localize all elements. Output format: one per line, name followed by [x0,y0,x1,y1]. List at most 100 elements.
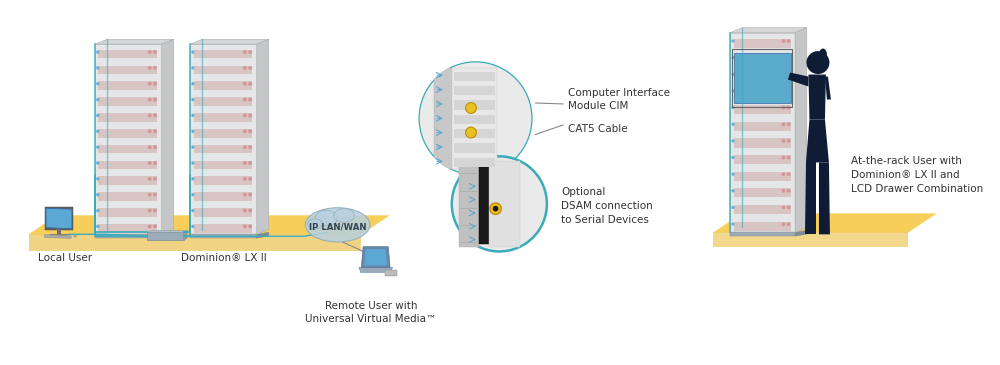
Bar [734,105,791,114]
Bar [734,39,791,48]
Circle shape [243,161,247,165]
Bar [98,81,157,90]
Circle shape [731,189,735,192]
Circle shape [191,114,195,117]
Circle shape [731,39,735,43]
Polygon shape [29,215,390,234]
Text: IP LAN/WAN: IP LAN/WAN [309,222,366,231]
Circle shape [466,127,476,138]
Circle shape [153,50,157,54]
Polygon shape [808,74,826,119]
Bar [98,192,157,201]
Circle shape [806,51,829,74]
Polygon shape [257,39,269,234]
Circle shape [153,193,157,197]
Circle shape [243,82,247,86]
Circle shape [148,129,152,133]
Bar [98,129,157,138]
Polygon shape [46,208,72,228]
Circle shape [787,105,791,110]
Bar [732,49,792,107]
Circle shape [148,82,152,86]
Bar [734,188,791,197]
Bar [459,161,479,247]
Bar [98,50,157,58]
Circle shape [153,224,157,228]
Polygon shape [184,231,187,240]
Circle shape [248,129,252,133]
Circle shape [248,224,252,228]
Circle shape [243,224,247,228]
Bar [95,44,162,234]
Polygon shape [29,234,361,251]
Circle shape [148,50,152,54]
Bar [98,161,157,169]
Bar [98,65,157,74]
Circle shape [243,208,247,212]
Bar [194,65,252,74]
Circle shape [782,205,785,210]
Bar [98,224,157,233]
Circle shape [96,209,99,212]
Circle shape [782,122,785,126]
Circle shape [248,114,252,118]
Polygon shape [788,73,808,87]
Polygon shape [49,234,69,235]
Circle shape [490,203,501,214]
Circle shape [153,114,157,118]
Circle shape [191,193,195,196]
Text: Optional
DSAM connection
to Serial Devices: Optional DSAM connection to Serial Devic… [561,187,653,225]
Polygon shape [806,119,829,162]
Circle shape [787,172,791,176]
Circle shape [191,98,195,101]
Text: Remote User with
Universal Virtual Media™: Remote User with Universal Virtual Media… [305,301,437,324]
Text: Module CIM: Module CIM [568,101,628,111]
Text: Dominion® LX II: Dominion® LX II [181,253,266,264]
Circle shape [787,205,791,210]
Circle shape [782,39,785,43]
Circle shape [731,56,735,59]
Polygon shape [730,28,807,33]
Bar [734,53,791,103]
Circle shape [153,66,157,70]
Circle shape [96,161,99,165]
Circle shape [148,208,152,212]
Bar [434,68,452,169]
Bar [194,208,252,217]
Circle shape [782,172,785,176]
Bar [454,143,495,153]
Bar [734,138,791,147]
Circle shape [191,66,195,70]
Polygon shape [162,232,174,238]
Polygon shape [713,233,908,247]
Circle shape [248,50,252,54]
Circle shape [153,177,157,181]
Circle shape [782,56,785,59]
Bar [45,207,73,230]
Ellipse shape [315,210,338,226]
Bar [734,172,791,181]
Circle shape [248,66,252,70]
Bar [734,122,791,131]
Circle shape [191,130,195,133]
Circle shape [787,222,791,226]
Circle shape [248,177,252,181]
Polygon shape [795,28,807,233]
Circle shape [248,161,252,165]
Circle shape [782,105,785,110]
Bar [190,234,257,238]
Circle shape [153,129,157,133]
Circle shape [243,50,247,54]
Circle shape [731,106,735,109]
Circle shape [418,61,533,175]
Circle shape [153,208,157,212]
Circle shape [731,139,735,142]
Polygon shape [713,214,937,233]
Circle shape [731,123,735,126]
Circle shape [148,161,152,165]
Bar [734,55,791,64]
Ellipse shape [334,208,354,222]
Bar [194,81,252,90]
Bar [454,100,495,110]
Polygon shape [825,77,831,100]
